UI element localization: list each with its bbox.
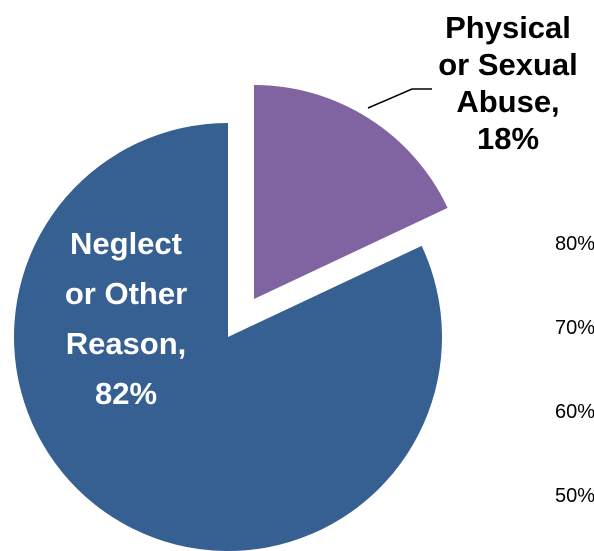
labels-layer: Physical or Sexual Abuse, 18% Neglect or Othe…	[65, 10, 578, 411]
leader-line	[367, 88, 432, 109]
data-label-line: Abuse,	[456, 84, 559, 119]
data-label-line: 18%	[477, 121, 539, 156]
axis-tick-label: 60%	[555, 401, 594, 423]
axis-tick-label: 50%	[555, 485, 594, 507]
data-label-line: 82%	[95, 376, 157, 411]
data-label-line: or Sexual	[438, 47, 578, 82]
data-label-neglect-or-other-reason: Neglect or Other Reason, 82%	[65, 226, 187, 411]
data-label-physical-or-sexual-abuse: Physical or Sexual Abuse, 18%	[438, 10, 578, 156]
data-label-line: or Other	[65, 276, 187, 311]
slices-layer	[13, 85, 448, 551]
data-label-line: Reason,	[66, 326, 187, 361]
pie-slice-neglect-or-other-reason	[13, 123, 442, 551]
data-label-line: Neglect	[70, 226, 182, 261]
axis-tick-label: 70%	[555, 317, 594, 339]
axis-tick-label: 80%	[555, 233, 594, 255]
axis-ticks: 80% 70% 60% 50%	[555, 233, 594, 507]
data-label-line: Physical	[445, 10, 571, 45]
pie-slice-physical-or-sexual-abuse	[254, 85, 448, 299]
